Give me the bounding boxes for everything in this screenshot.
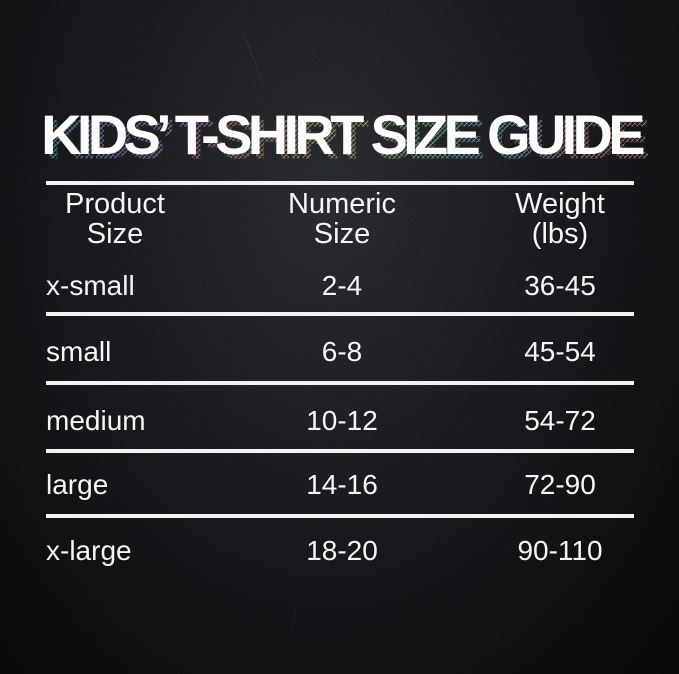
- svg-text:KIDS’ T-SHIRT SIZE GUIDE: KIDS’ T-SHIRT SIZE GUIDE: [41, 103, 644, 166]
